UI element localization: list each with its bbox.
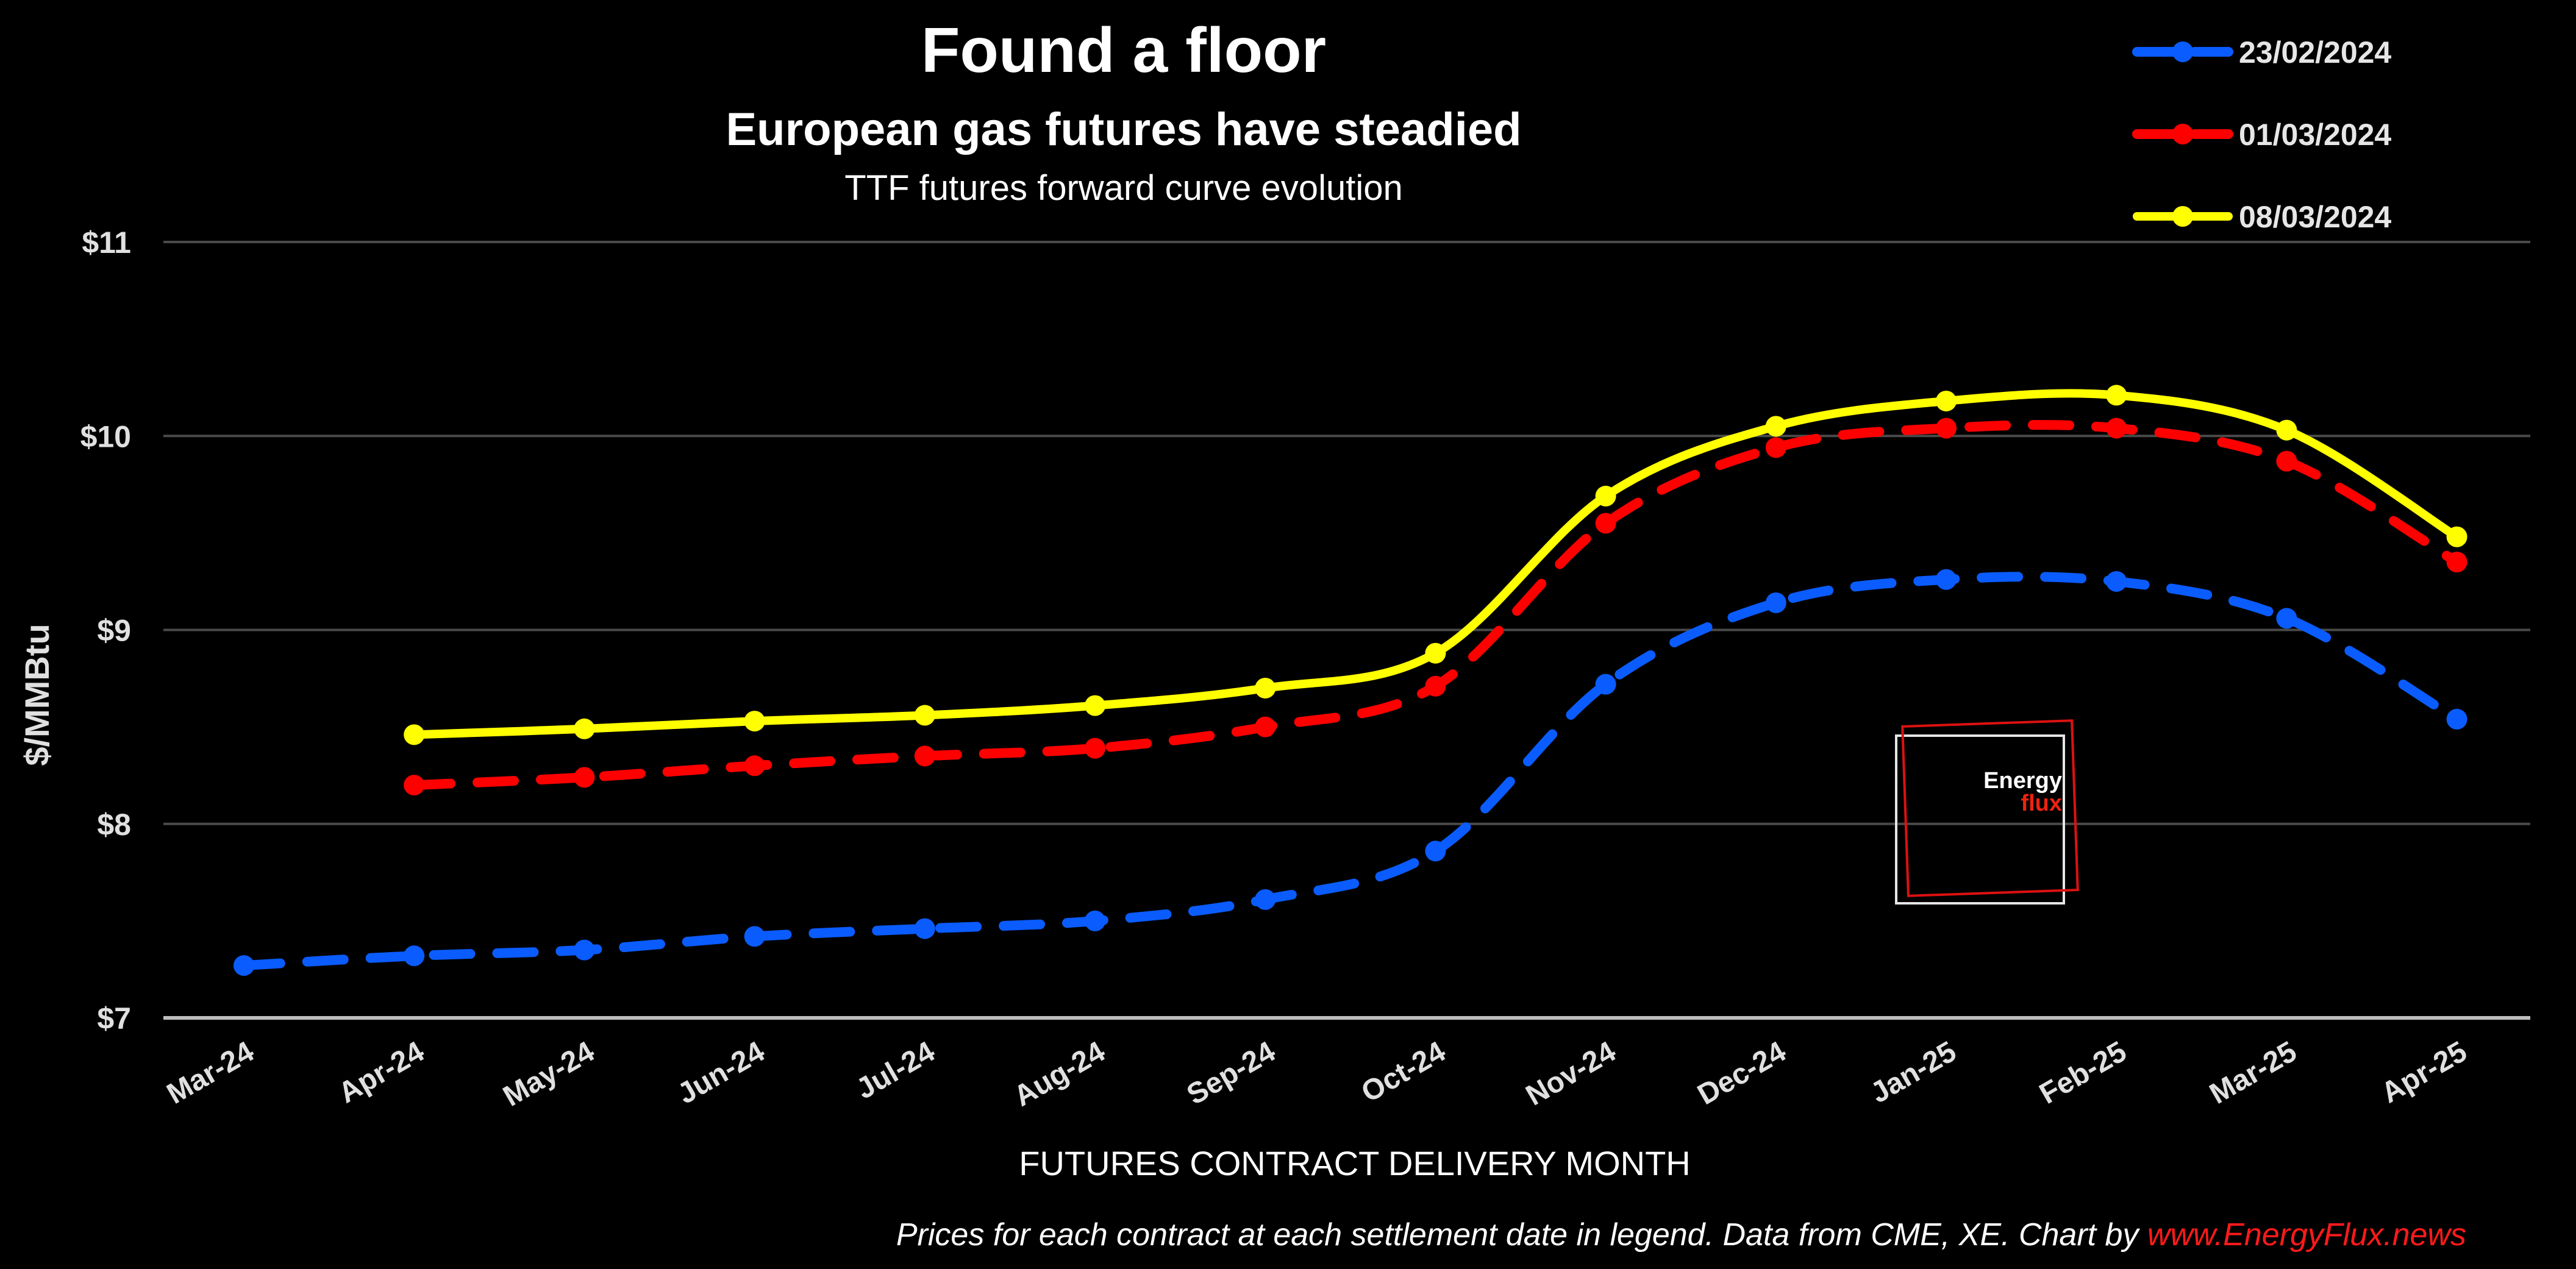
series-08/03/2024 [404, 385, 2467, 745]
series-line [239, 572, 2462, 971]
legend-label: 08/03/2024 [2239, 200, 2391, 234]
data-point [1765, 416, 1786, 437]
legend-marker [2172, 124, 2193, 144]
chart-title: Found a floor [921, 15, 1326, 86]
data-point [1085, 695, 1105, 716]
x-axis-label: FUTURES CONTRACT DELIVERY MONTH [1019, 1144, 1690, 1182]
data-point [744, 711, 765, 732]
y-tick-label: $8 [97, 808, 131, 842]
y-tick-label: $7 [97, 1001, 131, 1036]
logo-text-energy: Energy [1983, 768, 2062, 794]
legend-marker [2172, 206, 2193, 227]
data-point [2276, 419, 2297, 441]
data-point [1936, 418, 1957, 439]
data-point [744, 926, 765, 947]
data-point [914, 705, 935, 726]
legend-label: 23/02/2024 [2239, 35, 2391, 69]
data-point [2446, 708, 2467, 730]
data-point [2446, 552, 2467, 573]
data-point [1255, 716, 1276, 738]
legend-item: 01/03/2024 [2132, 118, 2391, 152]
footer-link[interactable]: www.EnergyFlux.news [2147, 1217, 2466, 1253]
data-point [1425, 841, 1446, 862]
data-point [1595, 513, 1616, 534]
y-tick-label: $9 [97, 614, 131, 648]
data-point [1425, 675, 1446, 697]
logo-frame-red [1901, 719, 2079, 897]
y-axis-label: $/MMBtu [18, 624, 56, 766]
data-point [1765, 592, 1786, 613]
data-point [1595, 485, 1616, 507]
data-point [2106, 418, 2127, 439]
data-point [2106, 385, 2127, 406]
data-point [574, 767, 595, 788]
data-point [1255, 677, 1276, 698]
data-point [914, 918, 935, 939]
logo-frame-white [1895, 734, 2065, 905]
y-axis-ticks: $7 $8 $9 $10 $11 [80, 226, 131, 1036]
data-point [1085, 910, 1105, 931]
chart-subtitle-secondary: TTF futures forward curve evolution [844, 168, 1402, 208]
footer-note: Prices for each contract at each settlem… [896, 1217, 2466, 1253]
data-point [2276, 608, 2297, 629]
data-point [1595, 674, 1616, 695]
logo-text-flux: flux [2021, 791, 2062, 816]
data-point [1936, 569, 1957, 590]
data-point [1255, 889, 1276, 910]
legend-label: 01/03/2024 [2239, 118, 2391, 152]
data-point [744, 755, 765, 777]
chart-subtitle: European gas futures have steadied [726, 104, 1521, 155]
data-point [1425, 642, 1446, 664]
legend-marker [2172, 41, 2193, 62]
data-point [1765, 437, 1786, 458]
legend-item: 08/03/2024 [2133, 200, 2391, 234]
legend-item: 23/02/2024 [2132, 35, 2391, 69]
data-point [2276, 450, 2297, 472]
data-point [1936, 390, 1957, 411]
data-point [404, 945, 425, 967]
footer-note-text: Prices for each contract at each settlem… [896, 1217, 2147, 1253]
data-point [1085, 738, 1105, 759]
data-point [574, 718, 595, 739]
data-point [914, 745, 935, 767]
legend: 23/02/2024 01/03/2024 08/03/2024 [2132, 35, 2391, 234]
series-23/02/2024 [234, 569, 2467, 976]
series-01/03/2024 [404, 418, 2467, 796]
gridlines [163, 241, 2530, 1020]
y-tick-label: $11 [82, 226, 131, 260]
data-point [2446, 526, 2467, 547]
data-point [2106, 571, 2127, 592]
data-point [404, 775, 425, 796]
y-tick-label: $10 [80, 419, 131, 453]
series-lines [234, 385, 2467, 976]
data-point [234, 955, 254, 976]
data-point [574, 939, 595, 961]
energyflux-logo: Energy flux [1895, 719, 2079, 905]
data-point [404, 724, 425, 745]
